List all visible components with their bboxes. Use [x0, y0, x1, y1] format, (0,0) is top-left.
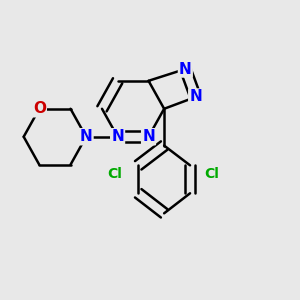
Text: N: N — [179, 61, 192, 76]
Text: N: N — [111, 129, 124, 144]
Text: Cl: Cl — [204, 167, 219, 181]
Text: N: N — [80, 129, 92, 144]
Text: N: N — [189, 89, 202, 104]
Text: Cl: Cl — [107, 167, 122, 181]
Text: N: N — [142, 129, 155, 144]
Text: O: O — [33, 101, 46, 116]
